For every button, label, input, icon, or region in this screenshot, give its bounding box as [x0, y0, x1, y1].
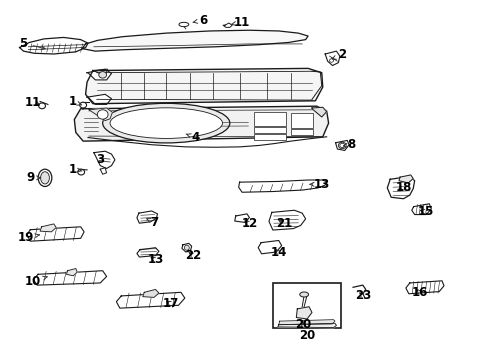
Polygon shape	[142, 289, 159, 297]
Text: 11: 11	[231, 16, 250, 29]
Polygon shape	[74, 106, 328, 141]
Bar	[272, 283, 341, 328]
Text: 14: 14	[270, 246, 286, 259]
Polygon shape	[87, 69, 111, 80]
Text: 10: 10	[25, 275, 47, 288]
Polygon shape	[100, 168, 106, 174]
Ellipse shape	[97, 110, 108, 119]
Text: 13: 13	[309, 178, 329, 191]
Text: 7: 7	[146, 216, 158, 229]
Text: 16: 16	[410, 286, 427, 299]
Polygon shape	[87, 94, 111, 104]
Polygon shape	[223, 23, 232, 27]
Polygon shape	[335, 140, 348, 150]
Ellipse shape	[179, 22, 188, 27]
Polygon shape	[20, 37, 88, 54]
Text: 2: 2	[331, 48, 346, 61]
Bar	[254, 127, 285, 133]
Ellipse shape	[39, 103, 45, 109]
Polygon shape	[116, 292, 184, 308]
Text: 20: 20	[294, 318, 311, 331]
Text: 1: 1	[68, 163, 82, 176]
Text: 1: 1	[68, 95, 81, 108]
Polygon shape	[182, 243, 191, 252]
Text: 5: 5	[20, 37, 45, 50]
Polygon shape	[296, 307, 311, 319]
Text: 9: 9	[26, 171, 41, 184]
Text: 6: 6	[193, 14, 206, 27]
Text: 20: 20	[298, 329, 315, 342]
Text: 12: 12	[241, 217, 257, 230]
Text: 23: 23	[354, 289, 370, 302]
Polygon shape	[278, 320, 334, 325]
Polygon shape	[311, 107, 326, 117]
Ellipse shape	[299, 292, 308, 297]
Polygon shape	[94, 151, 115, 168]
Bar	[290, 129, 312, 135]
Polygon shape	[137, 248, 159, 257]
Text: 17: 17	[163, 297, 179, 310]
Polygon shape	[82, 30, 307, 51]
Polygon shape	[238, 180, 326, 192]
Polygon shape	[27, 227, 84, 241]
Ellipse shape	[78, 169, 84, 175]
Ellipse shape	[80, 102, 86, 108]
Polygon shape	[234, 214, 249, 222]
Text: 18: 18	[395, 181, 411, 194]
Polygon shape	[89, 108, 112, 121]
Polygon shape	[258, 240, 281, 254]
Bar	[254, 134, 285, 140]
Ellipse shape	[102, 103, 229, 143]
Polygon shape	[405, 281, 443, 294]
Text: 11: 11	[25, 96, 41, 109]
Bar	[290, 113, 312, 128]
Polygon shape	[93, 69, 107, 76]
Text: 3: 3	[96, 153, 104, 166]
Polygon shape	[33, 271, 106, 285]
Text: 15: 15	[416, 205, 433, 218]
Polygon shape	[277, 323, 336, 328]
Ellipse shape	[110, 108, 222, 138]
Polygon shape	[66, 269, 77, 276]
Polygon shape	[40, 224, 56, 232]
Ellipse shape	[99, 72, 106, 78]
Ellipse shape	[338, 142, 346, 149]
Text: 22: 22	[185, 249, 202, 262]
Ellipse shape	[41, 172, 49, 184]
Ellipse shape	[339, 143, 344, 148]
Ellipse shape	[38, 169, 52, 186]
Text: 13: 13	[147, 253, 163, 266]
Ellipse shape	[184, 245, 189, 250]
Polygon shape	[85, 68, 322, 104]
Text: 21: 21	[276, 217, 292, 230]
Polygon shape	[398, 175, 412, 183]
Polygon shape	[268, 210, 305, 230]
Text: 4: 4	[186, 131, 199, 144]
Text: 19: 19	[17, 231, 39, 244]
Text: 8: 8	[343, 138, 354, 151]
Polygon shape	[411, 204, 430, 215]
Ellipse shape	[329, 59, 333, 62]
Bar	[254, 112, 285, 126]
Polygon shape	[386, 176, 414, 199]
Polygon shape	[325, 51, 339, 66]
Polygon shape	[137, 211, 157, 223]
